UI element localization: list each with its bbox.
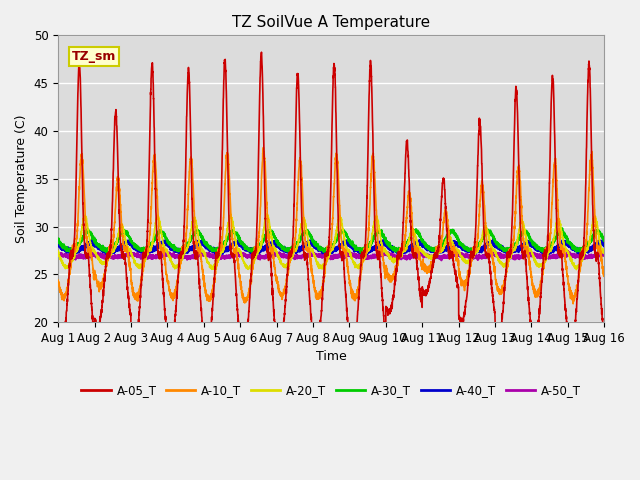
A-50_T <box>574 254 582 260</box>
A-05_T <box>574 284 582 289</box>
A-10_T <box>574 280 582 286</box>
A-30_T <box>259 241 266 247</box>
A-50_T <box>478 253 486 259</box>
A-20_T <box>398 250 406 255</box>
A-05_T <box>54 338 62 344</box>
A-30_T <box>54 237 62 242</box>
A-50_T <box>54 252 62 257</box>
A-40_T <box>394 252 402 257</box>
Y-axis label: Soil Temperature (C): Soil Temperature (C) <box>15 114 28 243</box>
A-05_T <box>258 49 266 55</box>
A-20_T <box>227 211 235 217</box>
A-20_T <box>54 248 62 254</box>
A-50_T <box>438 257 445 263</box>
A-30_T <box>559 225 566 231</box>
A-50_T <box>253 254 260 260</box>
A-05_T <box>478 178 486 184</box>
A-05_T <box>253 225 260 231</box>
Title: TZ SoilVue A Temperature: TZ SoilVue A Temperature <box>232 15 430 30</box>
A-50_T <box>564 248 572 254</box>
X-axis label: Time: Time <box>316 350 346 363</box>
A-05_T <box>553 230 561 236</box>
Legend: A-05_T, A-10_T, A-20_T, A-30_T, A-40_T, A-50_T: A-05_T, A-10_T, A-20_T, A-30_T, A-40_T, … <box>76 380 586 402</box>
A-40_T <box>553 244 561 250</box>
A-30_T <box>553 231 561 237</box>
A-10_T <box>570 301 577 307</box>
Line: A-50_T: A-50_T <box>58 251 604 260</box>
A-40_T <box>253 247 260 253</box>
A-40_T <box>600 241 608 247</box>
A-40_T <box>259 247 266 252</box>
Text: TZ_sm: TZ_sm <box>72 50 116 63</box>
A-40_T <box>574 249 582 254</box>
A-30_T <box>356 250 364 255</box>
A-30_T <box>478 238 486 243</box>
A-40_T <box>54 241 62 247</box>
A-30_T <box>574 247 582 253</box>
Line: A-05_T: A-05_T <box>58 52 604 358</box>
A-20_T <box>574 264 582 270</box>
A-10_T <box>553 188 561 194</box>
A-10_T <box>398 247 406 252</box>
A-20_T <box>553 219 561 225</box>
A-40_T <box>559 237 567 243</box>
A-50_T <box>398 254 406 260</box>
A-20_T <box>600 249 608 255</box>
Line: A-30_T: A-30_T <box>58 228 604 252</box>
Line: A-20_T: A-20_T <box>58 214 604 270</box>
A-50_T <box>259 253 266 259</box>
Line: A-10_T: A-10_T <box>58 147 604 304</box>
A-10_T <box>260 144 268 150</box>
A-10_T <box>478 185 486 191</box>
A-20_T <box>573 267 580 273</box>
A-20_T <box>478 235 486 241</box>
A-30_T <box>398 246 406 252</box>
A-10_T <box>259 161 266 167</box>
A-10_T <box>54 277 62 283</box>
A-50_T <box>553 253 561 259</box>
A-30_T <box>600 238 608 244</box>
A-10_T <box>253 249 260 255</box>
A-50_T <box>600 250 608 256</box>
A-05_T <box>398 240 406 246</box>
A-30_T <box>253 244 260 250</box>
A-05_T <box>239 355 246 361</box>
A-05_T <box>600 339 608 345</box>
A-20_T <box>259 237 266 243</box>
A-05_T <box>259 72 266 77</box>
A-40_T <box>398 249 406 254</box>
A-10_T <box>600 274 608 279</box>
A-20_T <box>253 250 260 255</box>
A-40_T <box>478 246 486 252</box>
Line: A-40_T: A-40_T <box>58 240 604 254</box>
